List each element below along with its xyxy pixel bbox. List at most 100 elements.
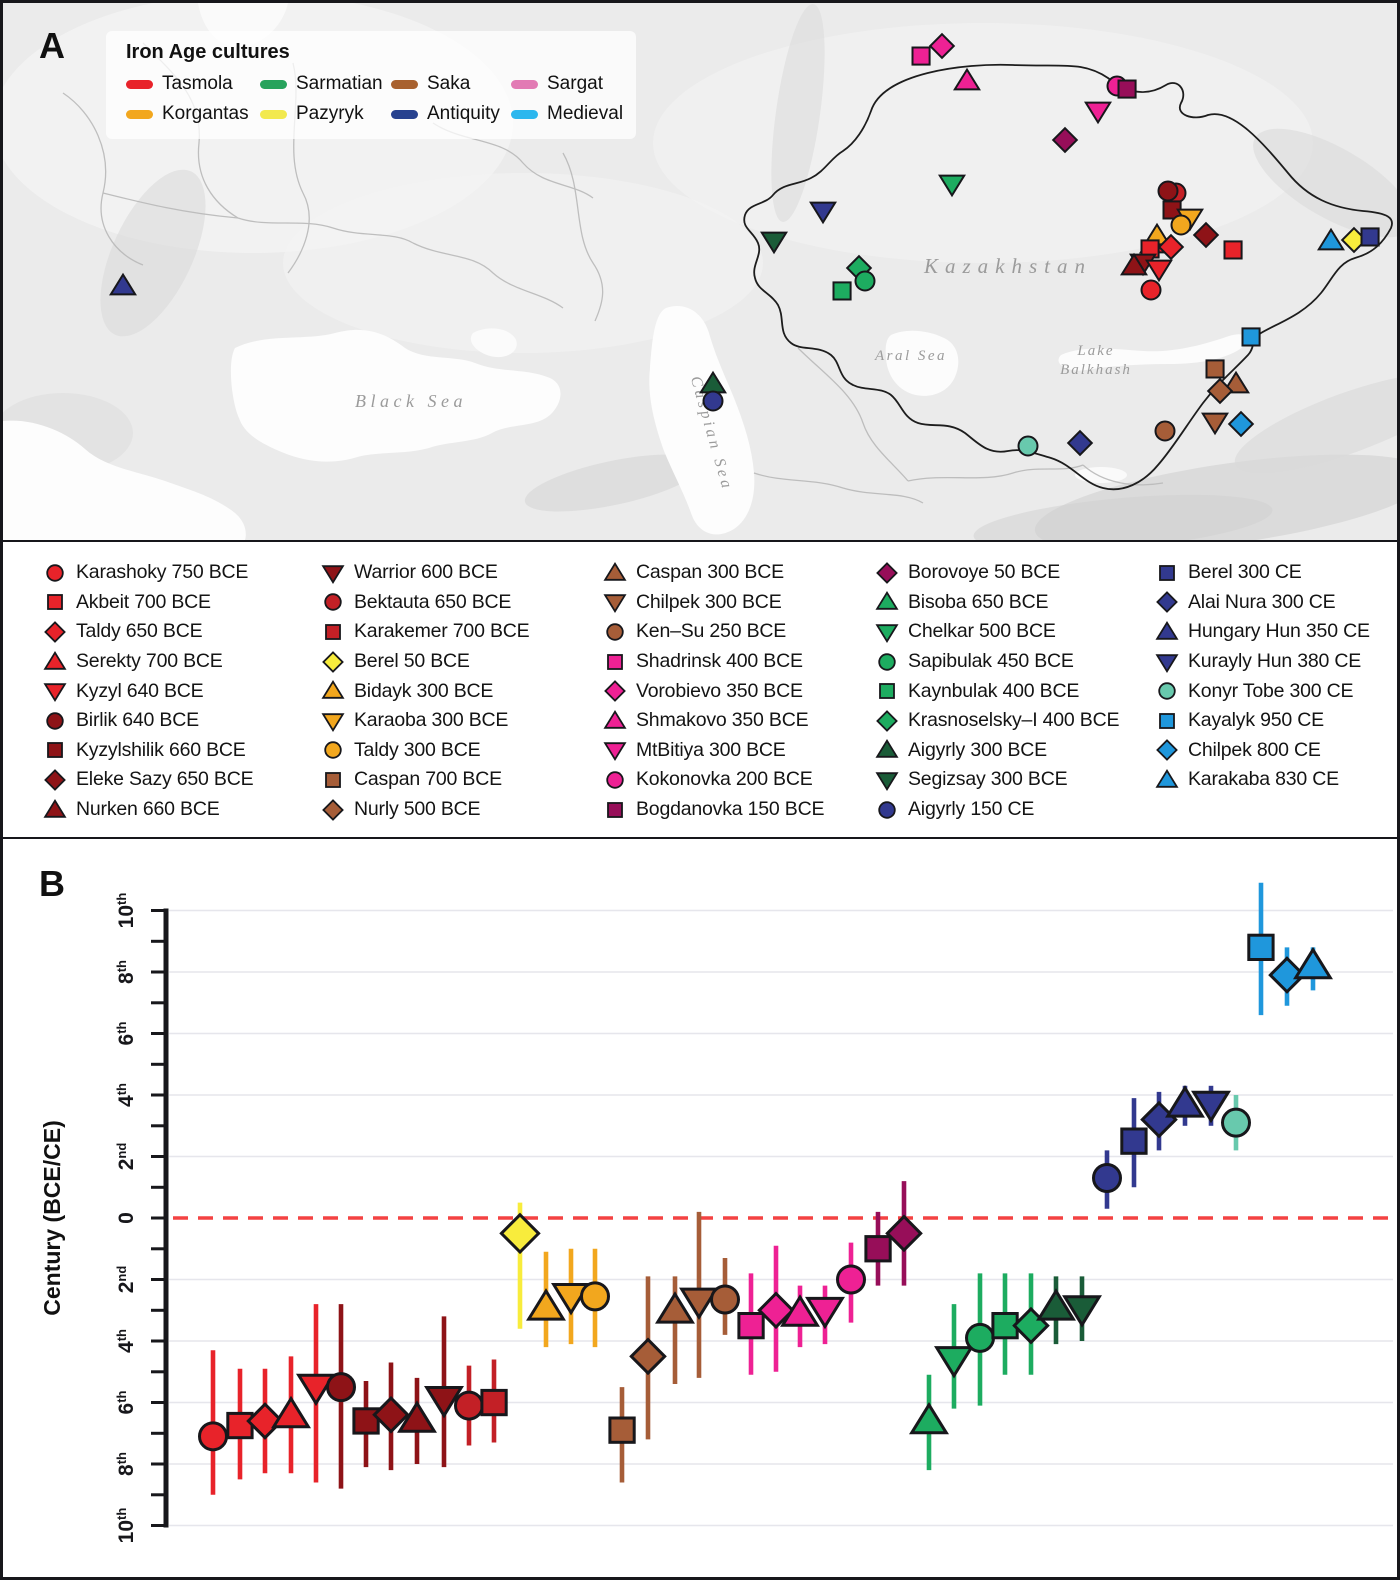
site-legend-item: Caspan 700 BCE [321, 765, 529, 795]
site-legend-label: Serekty 700 BCE [76, 650, 223, 673]
site-legend-item: Kokonovka 200 BCE [603, 765, 824, 795]
chart-point-karakaba-830-ce [1293, 946, 1333, 980]
site-legend-column-5: Berel 300 CE Alai Nura 300 CE Hungary Hun … [1155, 558, 1370, 795]
map-marker-nurken [1120, 252, 1148, 276]
chart-point-hungary-hun-350-ce [1165, 1085, 1205, 1118]
map-marker-kurayly-hun [809, 201, 837, 225]
map-marker-vorobievo [928, 32, 956, 60]
site-legend-label: Taldy 300 BCE [354, 738, 481, 761]
map-marker-karakemer [1223, 240, 1243, 260]
map-marker-nurly [1206, 377, 1234, 405]
caspian-sea [649, 305, 755, 535]
panel-b-chart: 10th 8th 6th 4th 2nd 0 2nd 4th 6th 8th 10th Century… [3, 839, 1397, 1577]
map-marker-bogdanovka [1117, 79, 1137, 99]
chart-point-chilpek-800-ce [1268, 956, 1306, 994]
culture-legend-label: Medieval [547, 103, 624, 124]
chart-point-bidayk-300-bce [526, 1288, 566, 1321]
site-legend-item: Aigyrly 150 CE [875, 795, 1119, 825]
tasmola-color-swatch [126, 79, 153, 89]
map-marker-segizsay [760, 231, 788, 255]
site-legend-label: Alai Nura 300 CE [1188, 590, 1336, 613]
site-legend-label: Kurayly Hun 380 CE [1188, 650, 1362, 673]
y-tick-label: 4th [114, 1329, 139, 1353]
culture-legend-label: Antiquity [427, 103, 500, 124]
map-marker-mtbitiya [1084, 101, 1112, 125]
tri-down-marker-icon [43, 683, 67, 703]
culture-legend-label: Korgantas [162, 103, 249, 124]
chart-point-chilpek-300-bce [679, 1287, 719, 1321]
chart-point-aigyrly-300-bce [1036, 1288, 1076, 1321]
chart-point-nurken-660-bce [397, 1400, 437, 1433]
y-tick-label: 10th [114, 1508, 139, 1544]
chart-point-sapibulak-450-bce [965, 1322, 995, 1353]
chart-point-karaoba-300-bce [551, 1283, 591, 1316]
site-legend-label: Krasnoselsky–I 400 BCE [908, 709, 1120, 732]
korgantas-color-swatch [126, 109, 153, 119]
chart-point-konyr-tobe-300-ce [1221, 1107, 1251, 1138]
map-marker-sapibulak [854, 270, 876, 292]
site-legend-item: Berel 300 CE [1155, 558, 1370, 588]
site-legend-label: Vorobievo 350 BCE [636, 679, 803, 702]
map-marker-aigyrly-150 [702, 390, 724, 412]
site-legend-item: Chilpek 300 BCE [603, 588, 824, 618]
site-legend-label: Shmakovo 350 BCE [636, 709, 809, 732]
diamond-marker-icon [44, 621, 66, 643]
chart-point-caspan-700-bce [608, 1416, 636, 1444]
site-legend-label: Chilpek 800 CE [1188, 738, 1321, 761]
map-marker-karakaba [1317, 227, 1345, 251]
chart-point-karashoky-750-bce [198, 1421, 228, 1452]
tri-down-marker-icon [603, 742, 627, 762]
circle-marker-icon [878, 652, 896, 671]
site-legend-item: Serekty 700 BCE [43, 647, 253, 677]
chart-point-akbeit-700-bce [226, 1411, 254, 1440]
site-legend-item: Chilpek 800 CE [1155, 736, 1370, 766]
map-marker-berel-300 [1360, 227, 1380, 247]
y-axis-title: Century (BCE/CE) [39, 1120, 65, 1316]
site-legend-column-4: Borovoye 50 BCE Bisoba 650 BCE Chelkar 500… [875, 558, 1119, 824]
site-legend-label: Kaynbulak 400 BCE [908, 679, 1080, 702]
tri-up-marker-icon [875, 739, 899, 759]
map-marker-taldy-650 [1157, 233, 1185, 261]
site-legend-item: Alai Nura 300 CE [1155, 588, 1370, 618]
black-sea [230, 329, 561, 462]
site-legend-item: Kurayly Hun 380 CE [1155, 647, 1370, 677]
circle-marker-icon [606, 623, 624, 641]
chart-point-taldy-650-bce [246, 1402, 284, 1440]
diamond-marker-icon [876, 709, 898, 732]
site-legend-item: Vorobievo 350 BCE [603, 676, 824, 706]
map-marker-kyzyl [1145, 259, 1173, 283]
site-legend-item: Konyr Tobe 300 CE [1155, 676, 1370, 706]
square-marker-icon [325, 772, 341, 788]
site-legend-label: Kayalyk 950 CE [1188, 709, 1324, 732]
culture-legend-item-sargat: Sargat [511, 73, 636, 95]
diamond-marker-icon [876, 561, 898, 584]
site-legend-item: Karaoba 300 BCE [321, 706, 529, 736]
chart-point-kyzyl-640-bce [296, 1373, 336, 1407]
chart-canvas: 10th 8th 6th 4th 2nd 0 2nd 4th 6th 8th 10th Century… [39, 882, 1393, 1544]
chart-point-karakemer-700-bce [480, 1388, 508, 1417]
circle-marker-icon [324, 741, 342, 760]
y-tick-label: 6th [114, 1390, 139, 1414]
kazakhstan-border [743, 63, 1393, 491]
site-legend-label: Chilpek 300 BCE [636, 590, 782, 613]
kazakhstan-label: Kazakhstan [923, 254, 1092, 278]
y-tick-label: 2nd [114, 1143, 139, 1171]
site-legend-label: Aigyrly 300 BCE [908, 738, 1047, 761]
diamond-marker-icon [322, 650, 344, 673]
chart-point-aigyrly-150-ce [1092, 1163, 1122, 1194]
diamond-marker-icon [1156, 739, 1178, 762]
site-legend-item: Kaynbulak 400 BCE [875, 676, 1119, 706]
site-legend-item: Nurken 660 BCE [43, 795, 253, 825]
map-marker-chilpek-800 [1227, 410, 1255, 438]
site-legend-item: Karashoky 750 BCE [43, 558, 253, 588]
site-legend: Karashoky 750 BCE Akbeit 700 BCE Taldy 650… [3, 542, 1397, 839]
site-legend-label: Nurly 500 BCE [354, 798, 481, 821]
site-legend-label: Shadrinsk 400 BCE [636, 650, 803, 673]
site-legend-label: Kyzylshilik 660 BCE [76, 738, 246, 761]
tri-up-marker-icon [1155, 768, 1179, 788]
site-legend-label: Hungary Hun 350 CE [1188, 620, 1370, 643]
site-legend-item: Taldy 300 BCE [321, 736, 529, 766]
map-marker-karashoky [1140, 279, 1162, 301]
circle-marker-icon [878, 800, 896, 819]
site-legend-label: Sapibulak 450 BCE [908, 650, 1074, 673]
